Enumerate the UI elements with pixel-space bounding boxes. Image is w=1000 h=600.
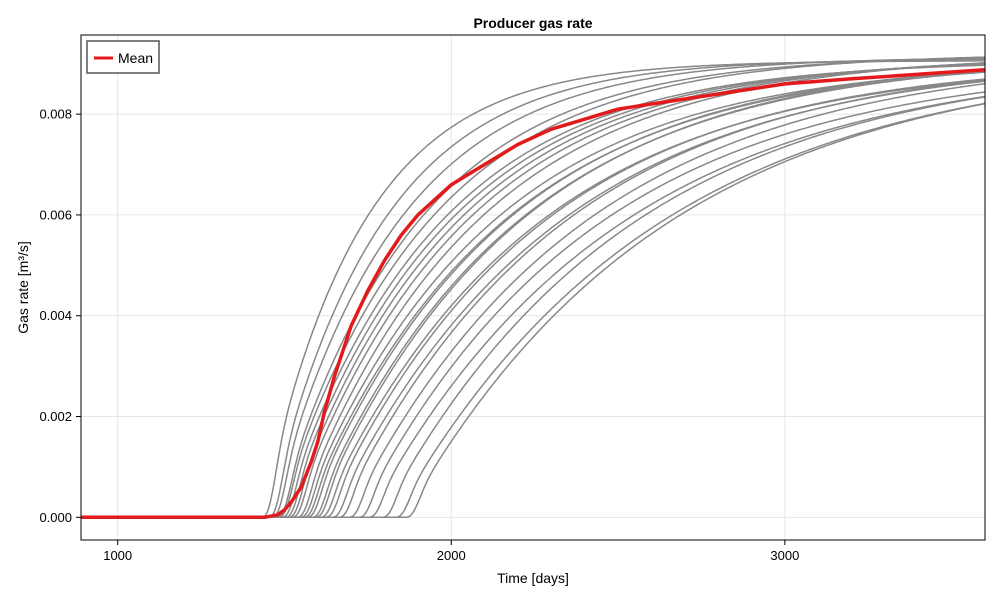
ensemble-curve [81,63,985,519]
ensemble-curve [81,91,985,519]
mean-curve-layer [81,68,985,520]
legend: Mean [86,40,160,74]
ensemble-curve [81,78,985,519]
ensemble-curve [81,79,985,519]
chart-title: Producer gas rate [473,15,592,31]
x-axis-label: Time [days] [497,570,569,586]
legend-label-mean: Mean [118,50,153,66]
y-axis-label: Gas rate [m³/s] [15,241,31,334]
y-tick-label: 0.002 [39,409,72,424]
y-tick-label: 0.004 [39,308,72,323]
y-tick-label: 0.006 [39,207,72,222]
y-tick-label: 0.000 [39,510,72,525]
x-axis-ticks: 1000 2000 3000 [103,540,799,563]
ensemble-curve [81,64,985,519]
ensemble-curve [81,102,985,519]
ensemble-curve [81,80,985,519]
ensemble-curve [81,79,985,519]
ensemble-curves [81,56,985,519]
ensemble-curve [81,60,985,519]
plot-frame [80,34,986,541]
x-tick-label: 1000 [103,548,132,563]
series-line-mean [81,68,985,520]
ensemble-curve [81,62,985,519]
ensemble-curve [81,62,985,519]
x-tick-label: 3000 [770,548,799,563]
y-tick-label: 0.008 [39,107,72,122]
ensemble-curve [81,62,985,519]
grid [81,35,985,540]
ensemble-curve [81,102,985,519]
y-axis-ticks: 0.000 0.002 0.004 0.006 0.008 [39,107,81,525]
x-tick-label: 2000 [437,548,466,563]
